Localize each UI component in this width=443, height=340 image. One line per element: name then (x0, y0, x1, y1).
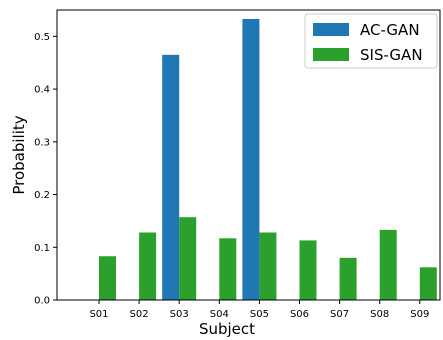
legend: AC-GAN SIS-GAN (304, 13, 438, 69)
x-tick-label: S06 (290, 309, 309, 320)
bar-sis-gan-s01 (99, 256, 116, 300)
bar-sis-gan-s04 (219, 238, 237, 300)
bar-sis-gan-s08 (379, 229, 397, 300)
bar-ac-gan-s03 (162, 54, 180, 300)
y-tick-label: 0.1 (34, 243, 50, 254)
axes-layer (56, 9, 441, 301)
legend-label-sis-gan: SIS-GAN (360, 46, 423, 64)
y-tick-label: 0.4 (34, 85, 50, 96)
plot-frame (56, 9, 441, 301)
y-ticks: 0.0 0.1 0.2 0.3 0.4 0.5 (34, 32, 57, 307)
x-axis-label: Subject (199, 320, 255, 338)
bar-ac-gan-s05 (242, 18, 260, 301)
legend-swatch-ac-gan (313, 23, 349, 36)
x-tick-label: S01 (89, 309, 108, 320)
y-tick-label: 0.0 (34, 296, 50, 307)
bar-sis-gan-s06 (299, 240, 317, 300)
y-tick-label: 0.2 (34, 190, 50, 201)
x-ticks: S01 S02 S03 S04 S05 S06 S07 S08 S09 (89, 300, 429, 320)
y-tick-label: 0.3 (34, 137, 50, 148)
x-tick-label: S07 (330, 309, 349, 320)
y-tick-label: 0.5 (34, 32, 50, 43)
x-tick-label: S09 (410, 309, 429, 320)
y-axis-label: Probability (10, 115, 28, 194)
bar-sis-gan-s03 (179, 217, 197, 300)
x-tick-label: S04 (210, 309, 229, 320)
bar-sis-gan-s02 (139, 232, 157, 300)
bar-sis-gan-s05 (259, 232, 277, 300)
x-tick-label: S02 (130, 309, 149, 320)
legend-label-ac-gan: AC-GAN (360, 21, 420, 39)
bar-sis-gan-s07 (339, 257, 357, 300)
legend-swatch-sis-gan (313, 48, 349, 61)
bars-layer (99, 18, 437, 301)
x-tick-label: S03 (170, 309, 189, 320)
x-tick-label: S05 (250, 309, 269, 320)
bar-sis-gan-s09 (419, 267, 437, 300)
x-tick-label: S08 (370, 309, 389, 320)
